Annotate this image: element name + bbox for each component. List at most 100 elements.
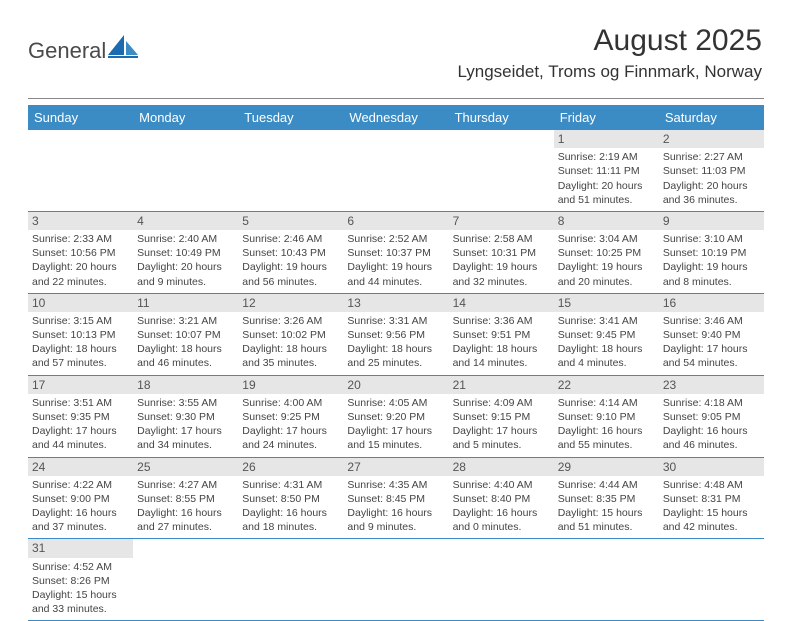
detail-line: Sunset: 8:45 PM <box>347 492 444 506</box>
week-row: 31Sunrise: 4:52 AMSunset: 8:26 PMDayligh… <box>28 539 764 621</box>
day-cell: 8Sunrise: 3:04 AMSunset: 10:25 PMDayligh… <box>554 212 659 293</box>
day-details: Sunrise: 3:46 AMSunset: 9:40 PMDaylight:… <box>663 314 760 371</box>
detail-line: Sunset: 9:56 PM <box>347 328 444 342</box>
weekday-header-cell: Wednesday <box>343 105 448 130</box>
detail-line: and 51 minutes. <box>558 193 655 207</box>
detail-line: Sunrise: 4:05 AM <box>347 396 444 410</box>
detail-line: Daylight: 17 hours <box>347 424 444 438</box>
day-cell: 29Sunrise: 4:44 AMSunset: 8:35 PMDayligh… <box>554 458 659 539</box>
detail-line: Sunset: 8:31 PM <box>663 492 760 506</box>
day-number: 18 <box>133 376 238 394</box>
week-row: 10Sunrise: 3:15 AMSunset: 10:13 PMDaylig… <box>28 294 764 376</box>
day-number: 5 <box>238 212 343 230</box>
detail-line: Sunset: 9:05 PM <box>663 410 760 424</box>
detail-line: and 22 minutes. <box>32 275 129 289</box>
day-details: Sunrise: 4:52 AMSunset: 8:26 PMDaylight:… <box>32 560 129 617</box>
detail-line: Daylight: 19 hours <box>558 260 655 274</box>
day-details: Sunrise: 3:36 AMSunset: 9:51 PMDaylight:… <box>453 314 550 371</box>
detail-line: Sunrise: 2:58 AM <box>453 232 550 246</box>
detail-line: Sunset: 9:30 PM <box>137 410 234 424</box>
day-cell: 31Sunrise: 4:52 AMSunset: 8:26 PMDayligh… <box>28 539 133 620</box>
detail-line: and 0 minutes. <box>453 520 550 534</box>
detail-line: Sunrise: 4:48 AM <box>663 478 760 492</box>
detail-line: Daylight: 19 hours <box>347 260 444 274</box>
detail-line: and 15 minutes. <box>347 438 444 452</box>
detail-line: Daylight: 15 hours <box>663 506 760 520</box>
detail-line: Sunset: 11:03 PM <box>663 164 760 178</box>
header-divider <box>28 98 764 99</box>
day-number: 22 <box>554 376 659 394</box>
day-cell: 21Sunrise: 4:09 AMSunset: 9:15 PMDayligh… <box>449 376 554 457</box>
weeks-container: 1Sunrise: 2:19 AMSunset: 11:11 PMDayligh… <box>28 130 764 621</box>
detail-line: Sunset: 9:20 PM <box>347 410 444 424</box>
detail-line: Sunset: 10:49 PM <box>137 246 234 260</box>
detail-line: Sunset: 10:02 PM <box>242 328 339 342</box>
empty-cell <box>449 130 554 211</box>
day-number: 10 <box>28 294 133 312</box>
day-details: Sunrise: 3:04 AMSunset: 10:25 PMDaylight… <box>558 232 655 289</box>
detail-line: and 14 minutes. <box>453 356 550 370</box>
week-row: 24Sunrise: 4:22 AMSunset: 9:00 PMDayligh… <box>28 458 764 540</box>
detail-line: Daylight: 17 hours <box>137 424 234 438</box>
day-details: Sunrise: 4:05 AMSunset: 9:20 PMDaylight:… <box>347 396 444 453</box>
week-row: 17Sunrise: 3:51 AMSunset: 9:35 PMDayligh… <box>28 376 764 458</box>
detail-line: and 54 minutes. <box>663 356 760 370</box>
weekday-header-cell: Thursday <box>449 105 554 130</box>
detail-line: Sunrise: 3:55 AM <box>137 396 234 410</box>
detail-line: and 20 minutes. <box>558 275 655 289</box>
day-details: Sunrise: 3:55 AMSunset: 9:30 PMDaylight:… <box>137 396 234 453</box>
weekday-header-cell: Monday <box>133 105 238 130</box>
detail-line: Sunset: 8:50 PM <box>242 492 339 506</box>
location-subtitle: Lyngseidet, Troms og Finnmark, Norway <box>457 62 762 82</box>
detail-line: and 32 minutes. <box>453 275 550 289</box>
empty-cell <box>659 539 764 620</box>
detail-line: Sunrise: 2:46 AM <box>242 232 339 246</box>
day-details: Sunrise: 4:14 AMSunset: 9:10 PMDaylight:… <box>558 396 655 453</box>
week-row: 1Sunrise: 2:19 AMSunset: 11:11 PMDayligh… <box>28 130 764 212</box>
day-details: Sunrise: 3:10 AMSunset: 10:19 PMDaylight… <box>663 232 760 289</box>
day-details: Sunrise: 3:31 AMSunset: 9:56 PMDaylight:… <box>347 314 444 371</box>
empty-cell <box>133 539 238 620</box>
detail-line: Sunset: 10:07 PM <box>137 328 234 342</box>
day-number: 4 <box>133 212 238 230</box>
day-details: Sunrise: 4:40 AMSunset: 8:40 PMDaylight:… <box>453 478 550 535</box>
day-details: Sunrise: 3:41 AMSunset: 9:45 PMDaylight:… <box>558 314 655 371</box>
detail-line: Daylight: 15 hours <box>32 588 129 602</box>
detail-line: Daylight: 16 hours <box>663 424 760 438</box>
detail-line: Sunrise: 3:15 AM <box>32 314 129 328</box>
empty-cell <box>28 130 133 211</box>
detail-line: Daylight: 18 hours <box>558 342 655 356</box>
detail-line: and 57 minutes. <box>32 356 129 370</box>
detail-line: and 44 minutes. <box>32 438 129 452</box>
detail-line: and 5 minutes. <box>453 438 550 452</box>
detail-line: and 44 minutes. <box>347 275 444 289</box>
day-cell: 17Sunrise: 3:51 AMSunset: 9:35 PMDayligh… <box>28 376 133 457</box>
detail-line: Sunset: 8:35 PM <box>558 492 655 506</box>
detail-line: Sunrise: 3:41 AM <box>558 314 655 328</box>
detail-line: Sunset: 10:31 PM <box>453 246 550 260</box>
detail-line: Sunrise: 2:33 AM <box>32 232 129 246</box>
weekday-header-cell: Friday <box>554 105 659 130</box>
detail-line: Daylight: 20 hours <box>558 179 655 193</box>
detail-line: and 42 minutes. <box>663 520 760 534</box>
detail-line: and 36 minutes. <box>663 193 760 207</box>
detail-line: Daylight: 20 hours <box>32 260 129 274</box>
day-number: 2 <box>659 130 764 148</box>
day-cell: 5Sunrise: 2:46 AMSunset: 10:43 PMDayligh… <box>238 212 343 293</box>
logo-text: General <box>28 38 106 64</box>
detail-line: Sunset: 10:19 PM <box>663 246 760 260</box>
day-number: 7 <box>449 212 554 230</box>
detail-line: Daylight: 18 hours <box>347 342 444 356</box>
weekday-header-cell: Tuesday <box>238 105 343 130</box>
day-cell: 20Sunrise: 4:05 AMSunset: 9:20 PMDayligh… <box>343 376 448 457</box>
day-details: Sunrise: 4:48 AMSunset: 8:31 PMDaylight:… <box>663 478 760 535</box>
detail-line: Sunset: 10:37 PM <box>347 246 444 260</box>
detail-line: Sunset: 9:25 PM <box>242 410 339 424</box>
day-details: Sunrise: 3:26 AMSunset: 10:02 PMDaylight… <box>242 314 339 371</box>
detail-line: Sunset: 9:51 PM <box>453 328 550 342</box>
day-cell: 9Sunrise: 3:10 AMSunset: 10:19 PMDayligh… <box>659 212 764 293</box>
detail-line: Sunset: 11:11 PM <box>558 164 655 178</box>
detail-line: Sunset: 9:45 PM <box>558 328 655 342</box>
day-cell: 10Sunrise: 3:15 AMSunset: 10:13 PMDaylig… <box>28 294 133 375</box>
detail-line: Sunrise: 2:27 AM <box>663 150 760 164</box>
